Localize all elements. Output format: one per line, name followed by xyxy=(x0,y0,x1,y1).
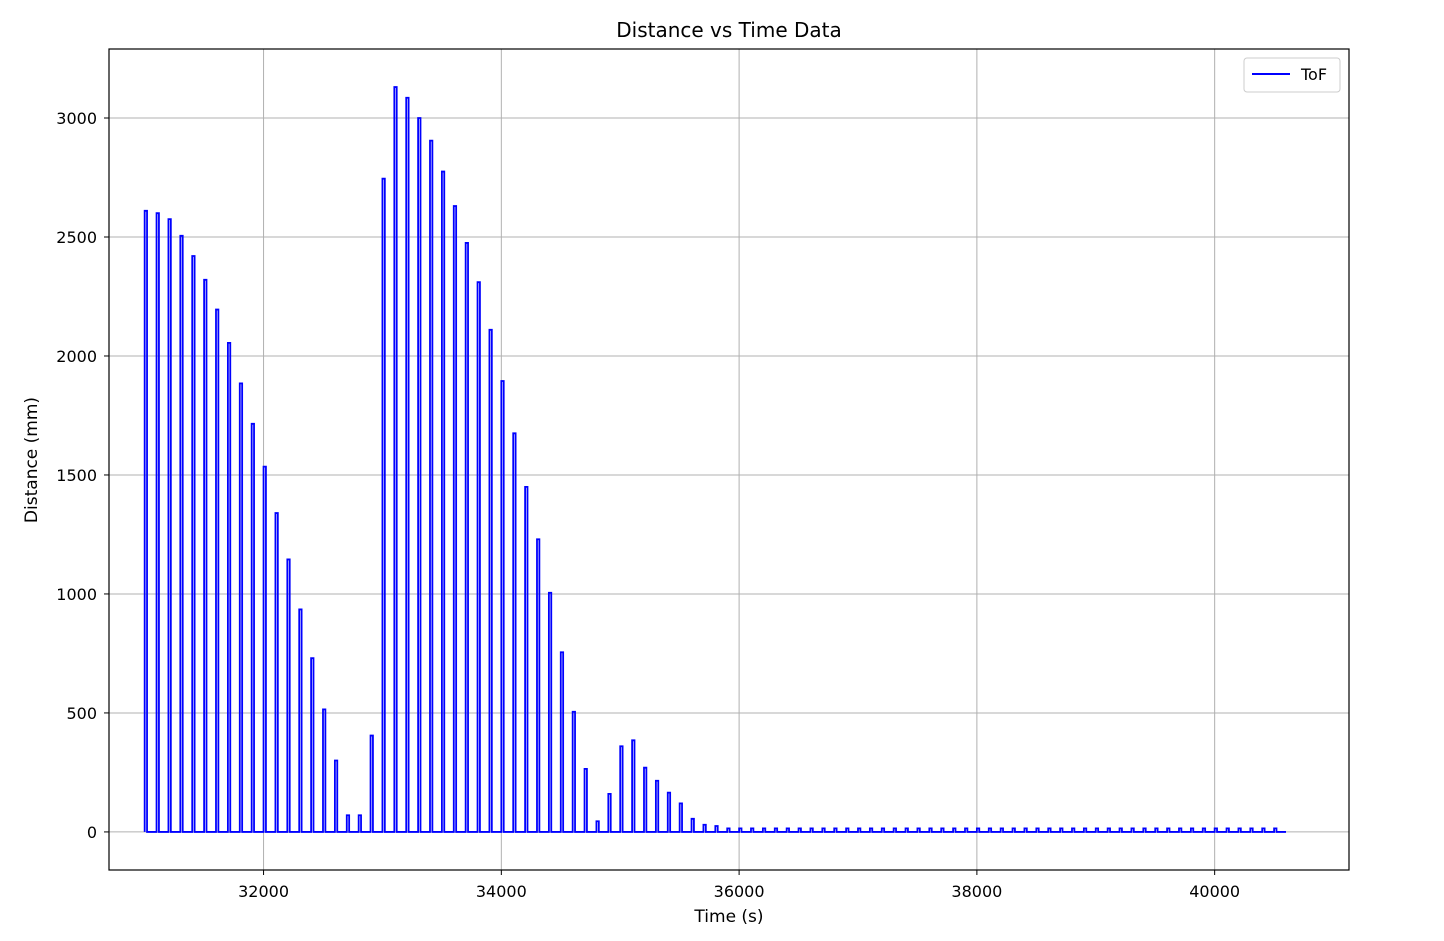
y-tick-label: 3000 xyxy=(56,109,97,128)
chart-title: Distance vs Time Data xyxy=(616,18,841,42)
series-layer xyxy=(143,86,1286,833)
x-tick-label: 32000 xyxy=(238,882,289,901)
y-axis-label: Distance (mm) xyxy=(22,397,42,523)
x-tick-label: 38000 xyxy=(951,882,1002,901)
y-axis-ticks: 0 500 1000 1500 2000 2500 3000 xyxy=(56,109,109,842)
x-tick-label: 36000 xyxy=(714,882,765,901)
x-tick-label: 40000 xyxy=(1189,882,1240,901)
y-tick-label: 0 xyxy=(87,823,97,842)
legend-label: ToF xyxy=(1300,65,1327,84)
y-tick-label: 2000 xyxy=(56,347,97,366)
x-axis-label: Time (s) xyxy=(693,907,763,927)
legend: ToF xyxy=(1243,57,1341,93)
grid-layer xyxy=(109,49,1349,870)
y-tick-label: 1500 xyxy=(56,466,97,485)
y-tick-label: 2500 xyxy=(56,228,97,247)
y-tick-label: 500 xyxy=(66,704,97,723)
x-tick-label: 34000 xyxy=(476,882,527,901)
legend-box xyxy=(1243,57,1341,93)
series-line-tof xyxy=(143,86,1286,833)
x-axis-ticks: 32000 34000 36000 38000 40000 xyxy=(238,870,1240,901)
plot-frame xyxy=(108,48,1350,871)
y-tick-label: 1000 xyxy=(56,585,97,604)
